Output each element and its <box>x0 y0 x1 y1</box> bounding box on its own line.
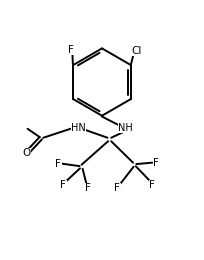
Text: F: F <box>149 180 155 190</box>
Text: HN: HN <box>71 123 86 133</box>
Text: F: F <box>55 159 61 169</box>
Text: F: F <box>114 183 120 193</box>
Text: F: F <box>153 158 159 168</box>
Text: O: O <box>22 148 31 158</box>
Text: F: F <box>85 183 91 193</box>
Text: NH: NH <box>118 123 133 133</box>
Text: F: F <box>60 180 66 190</box>
Text: Cl: Cl <box>131 46 141 56</box>
Text: F: F <box>68 45 74 55</box>
